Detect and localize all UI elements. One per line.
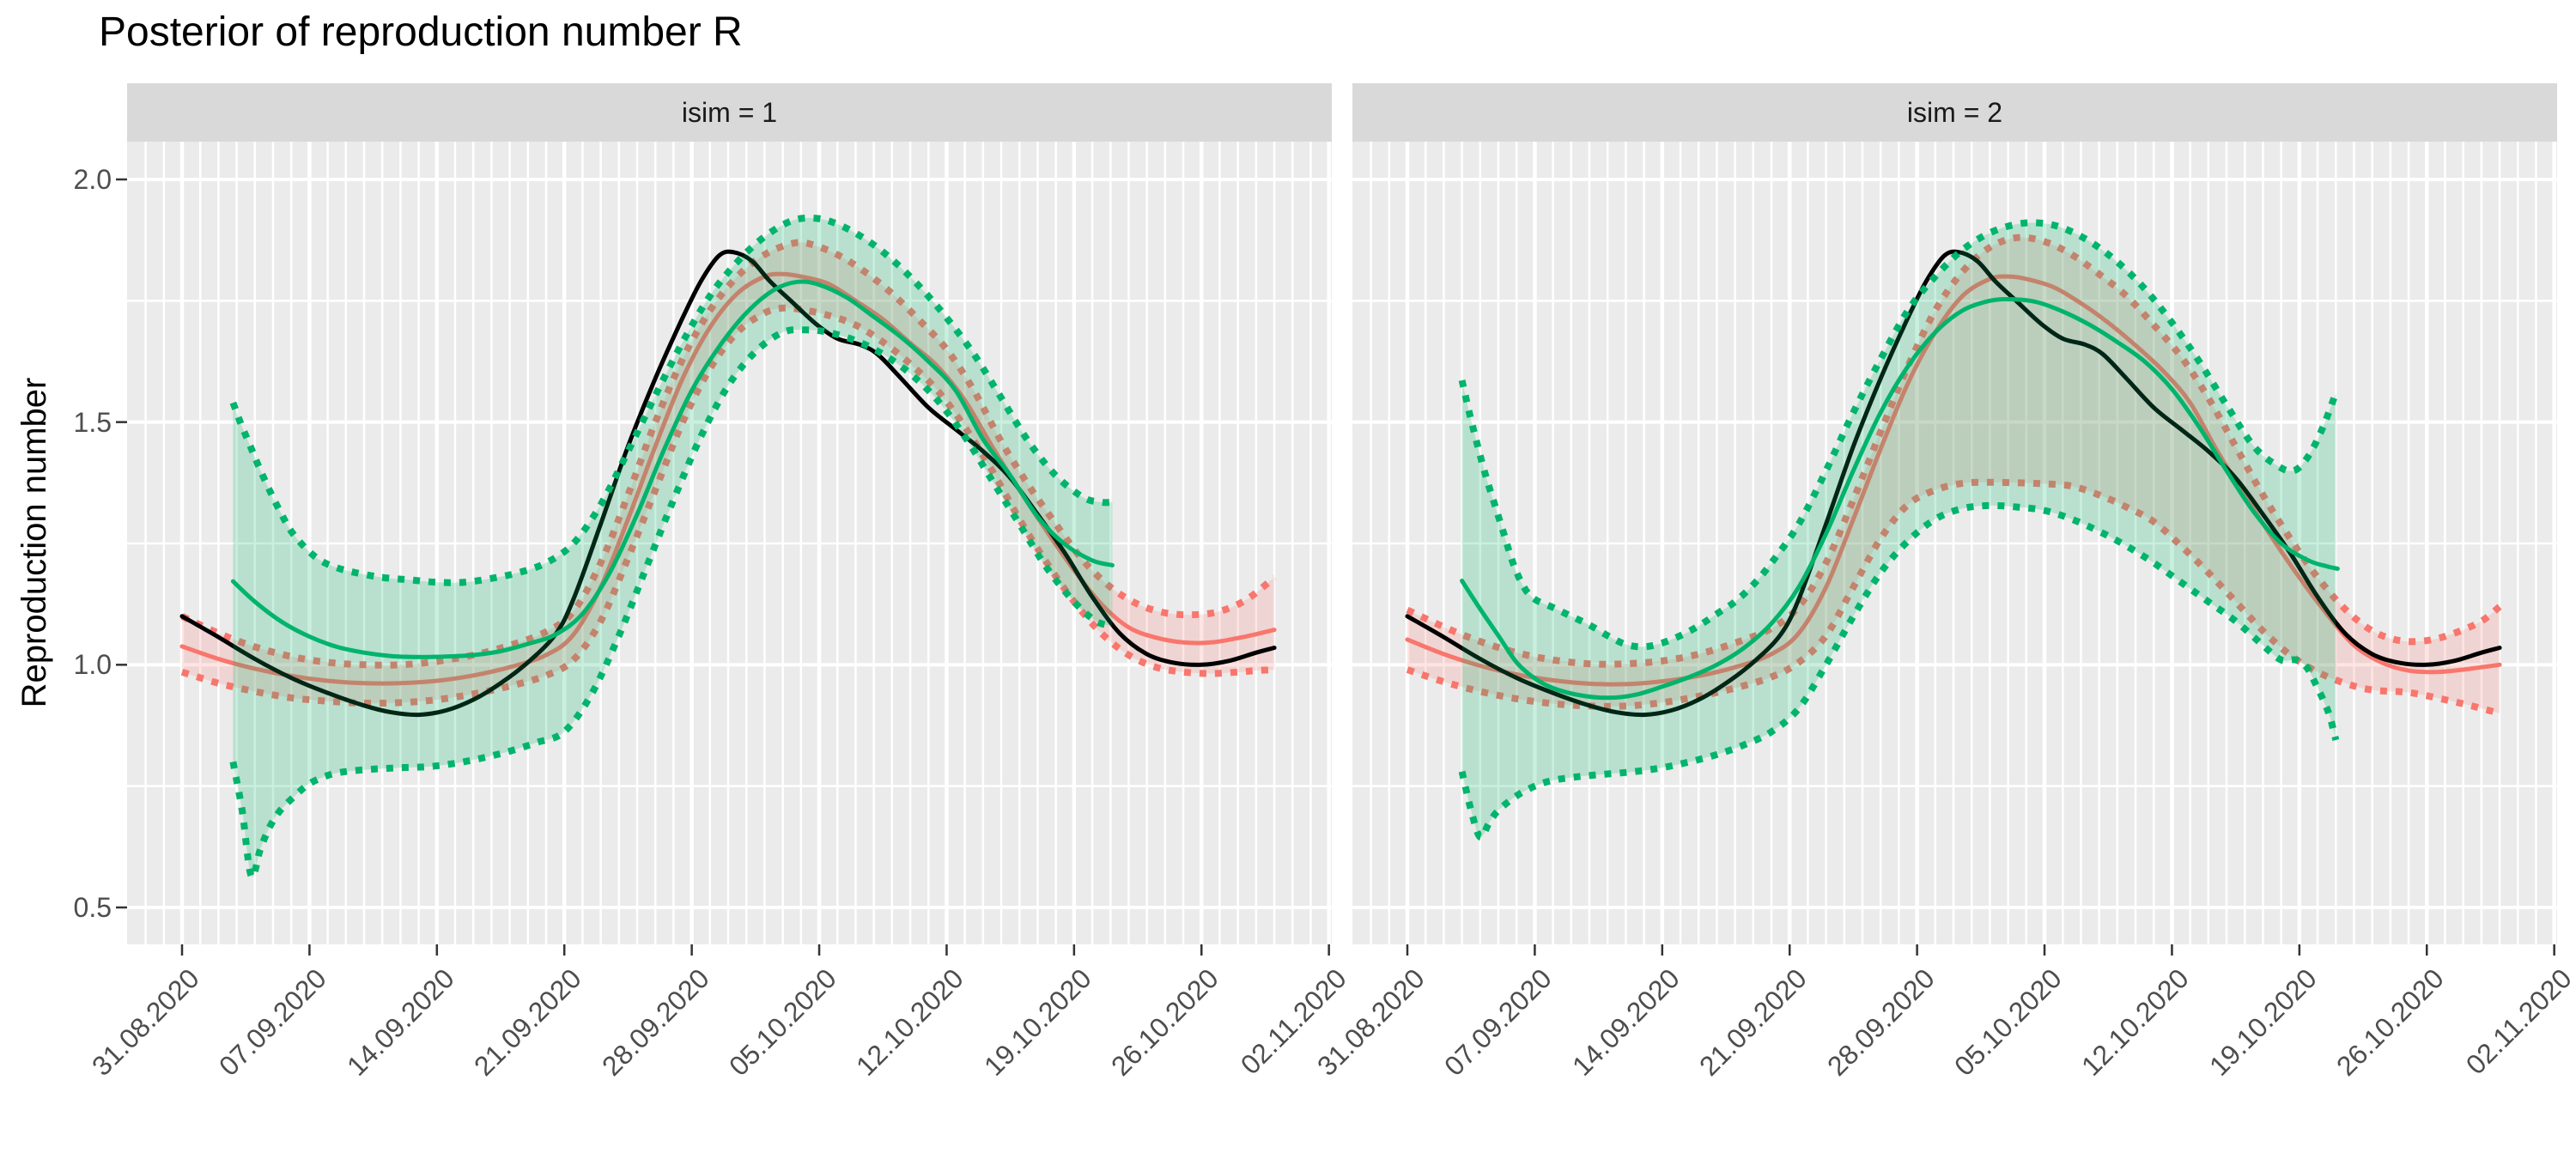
green-credible-ribbon [233, 217, 1113, 877]
green-posterior-median-line [230, 279, 1115, 659]
red-ribbon-lower-dotted [180, 304, 1275, 707]
true-reproduction-number-line [179, 249, 1277, 718]
green-ribbon-lower-dotted [1458, 501, 2340, 841]
green-ribbon-upper-dotted [229, 214, 1113, 586]
facet-strip-isim-2: isim = 2 [1352, 83, 2557, 142]
green-credible-ribbon [1461, 222, 2336, 838]
y-tick-label: 1.5 [73, 407, 112, 438]
y-axis-title: Reproduction number [15, 377, 53, 708]
red-credible-ribbon [1407, 237, 2500, 713]
facet-strip-isim-1: isim = 1 [127, 83, 1332, 142]
red-ribbon-lower-dotted [1406, 478, 2501, 717]
facet-panel-1 [127, 142, 1332, 956]
green-ribbon-upper-dotted [1458, 219, 2340, 651]
y-tick-label: 1.0 [73, 649, 112, 680]
facet-panel-2 [1352, 142, 2557, 956]
red-ribbon-upper-dotted [1406, 234, 2502, 668]
y-tick-label: 0.5 [73, 892, 112, 923]
true-reproduction-number-line [1405, 249, 2502, 718]
red-posterior-median-line [179, 271, 1277, 686]
green-ribbon-lower-dotted [229, 326, 1114, 881]
green-posterior-median-line [1460, 296, 2340, 701]
red-ribbon-upper-dotted [180, 239, 1277, 669]
plot-title: Posterior of reproduction number R [99, 9, 743, 55]
y-tick-label: 2.0 [73, 164, 112, 195]
